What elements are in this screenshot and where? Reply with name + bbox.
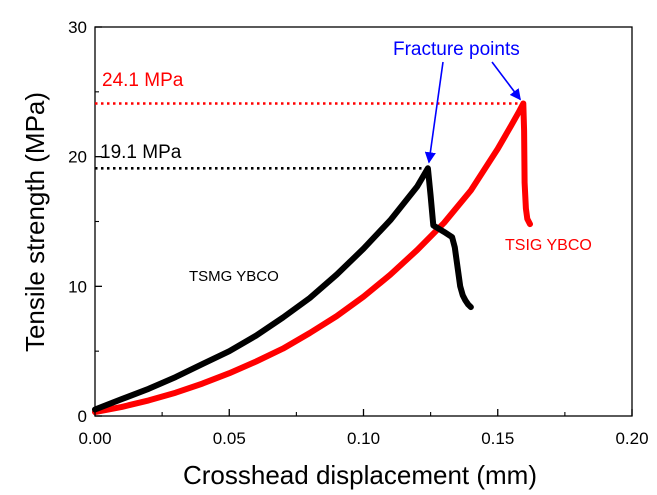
series-line-tsmg-ybco — [92, 165, 474, 413]
x-tick-label: 0.05 — [213, 429, 246, 448]
fracture-points-label: Fracture points — [393, 39, 520, 60]
tsig-series-label: TSIG YBCO — [505, 237, 592, 254]
x-tick-label: 0.10 — [347, 429, 380, 448]
fracture-arrows — [424, 61, 521, 164]
x-axis-title: Crosshead displacement (mm) — [183, 460, 537, 490]
x-tick-label: 0.00 — [78, 429, 111, 448]
y-tick-label: 10 — [68, 277, 87, 296]
reference-label-24-1: 24.1 MPa — [102, 70, 184, 91]
reference-label-19-1: 19.1 MPa — [100, 142, 182, 163]
reference-lines — [95, 102, 524, 170]
tsmg-series-label: TSMG YBCO — [189, 268, 279, 285]
x-tick-label: 0.15 — [481, 429, 514, 448]
axis-ticks: 0.00 0.05 0.10 0.15 0.20 0 10 20 30 — [68, 18, 648, 448]
series-line-tsig-ybco — [92, 100, 533, 416]
fracture-arrow-tsmg — [424, 61, 444, 164]
y-tick-label: 0 — [78, 407, 87, 426]
fracture-arrow-tsig — [491, 61, 521, 101]
y-tick-label: 30 — [68, 18, 87, 37]
x-tick-label: 0.20 — [615, 429, 648, 448]
data-series — [92, 100, 533, 416]
y-axis-title: Tensile strength (MPa) — [20, 92, 50, 352]
y-tick-label: 20 — [68, 148, 87, 167]
